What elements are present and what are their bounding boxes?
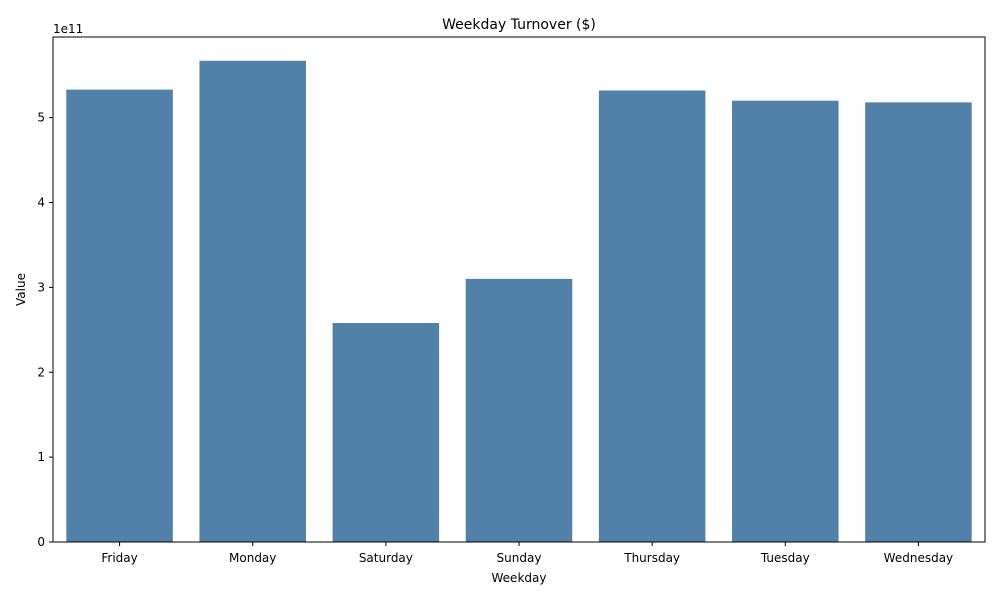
y-tick-label: 1: [37, 450, 45, 464]
bar-tuesday: [732, 100, 839, 543]
bar-wednesday: [865, 102, 972, 543]
y-tick-label: 4: [37, 196, 45, 210]
y-axis-label: Value: [14, 273, 28, 306]
x-tick-label: Monday: [229, 551, 276, 565]
bar-saturday: [332, 323, 440, 542]
x-axis-label: Weekday: [492, 571, 547, 585]
y-axis-ticks: 0 1 2 3 4 5: [37, 111, 53, 549]
y-tick-label: 3: [37, 280, 45, 294]
x-tick-label: Friday: [101, 551, 137, 565]
x-tick-label: Wednesday: [884, 551, 953, 565]
x-tick-label: Saturday: [359, 551, 413, 565]
y-axis-offset-label: 1e11: [53, 22, 83, 36]
y-tick-label: 0: [37, 535, 45, 549]
chart-title: Weekday Turnover ($): [442, 17, 596, 33]
y-tick-label: 2: [37, 365, 45, 379]
y-tick-label: 5: [37, 111, 45, 125]
x-axis-ticks: Friday Monday Saturday Sunday Thursday Tuesda…: [101, 542, 953, 565]
x-tick-label: Thursday: [623, 551, 680, 565]
bar-friday: [66, 89, 173, 542]
bars-group: [66, 60, 972, 543]
plot-frame: [52, 36, 986, 543]
bar-sunday: [465, 278, 573, 542]
bar-monday: [199, 60, 306, 542]
x-tick-label: Tuesday: [760, 551, 810, 565]
x-tick-label: Sunday: [497, 551, 542, 565]
bar-thursday: [598, 90, 706, 543]
